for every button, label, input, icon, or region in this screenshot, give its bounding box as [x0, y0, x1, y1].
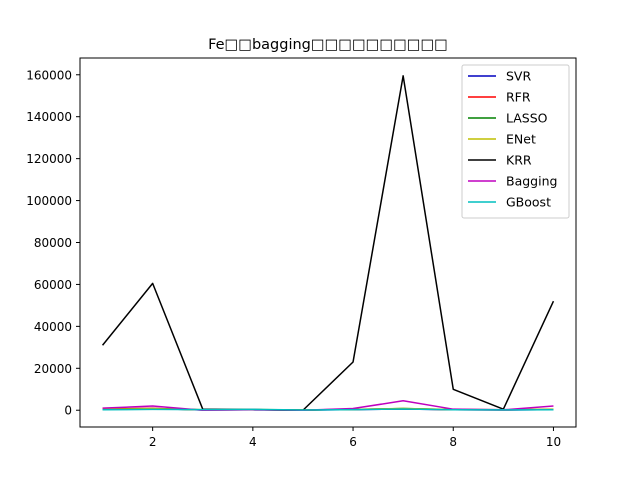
axes-layer: 2 4 6 8 10 0 20000 40000 60000 80000 100000 120000 1…: [26, 57, 577, 449]
y-tick-label: 0: [64, 404, 72, 418]
legend-label-enet: ENet: [506, 132, 536, 147]
y-tick-label: 40000: [34, 320, 72, 334]
series-layer: [101, 75, 555, 411]
x-tick-label: 6: [349, 435, 357, 449]
series-line-krr: [101, 75, 555, 411]
y-tick-label: 160000: [26, 68, 72, 82]
legend-label-bagging: Bagging: [506, 174, 557, 189]
legend: SVR RFR LASSO ENet KRR Bagging GBoost: [461, 64, 570, 219]
legend-label-krr: KRR: [506, 153, 532, 168]
y-tick-label: 80000: [34, 236, 72, 250]
y-tick-label: 60000: [34, 278, 72, 292]
x-tick-label: 8: [449, 435, 457, 449]
legend-box: [461, 64, 570, 219]
series-line-gboost: [102, 408, 554, 411]
x-tick-label: 10: [546, 435, 561, 449]
y-tick-label: 20000: [34, 362, 72, 376]
chart-title: Fe□□bagging□□□□□□□□□□: [208, 37, 448, 53]
x-tick-label: 4: [249, 435, 257, 449]
legend-label-gboost: GBoost: [506, 195, 551, 210]
y-tick-label: 120000: [26, 152, 72, 166]
legend-label-rfr: RFR: [506, 90, 531, 105]
legend-label-lasso: LASSO: [506, 111, 548, 126]
x-tick-label: 2: [149, 435, 157, 449]
legend-label-svr: SVR: [506, 69, 531, 84]
y-tick-label: 100000: [26, 194, 72, 208]
y-tick-label: 140000: [26, 110, 72, 124]
